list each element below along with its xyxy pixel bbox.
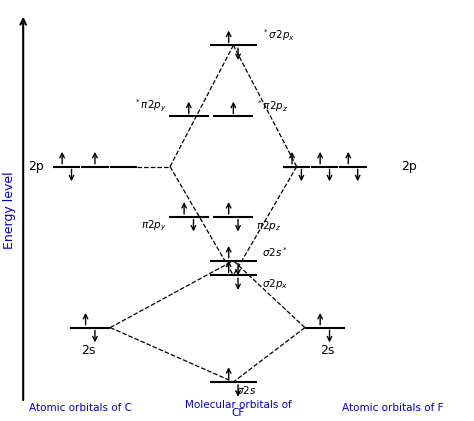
Text: Molecular orbitals of: Molecular orbitals of [185, 400, 292, 410]
Text: CF: CF [231, 408, 245, 418]
Text: Atomic orbitals of C: Atomic orbitals of C [29, 403, 132, 413]
Text: $^*\sigma2p_x$: $^*\sigma2p_x$ [262, 27, 294, 43]
Text: $\pi2p_z$: $\pi2p_z$ [255, 219, 281, 233]
Text: Energy level: Energy level [3, 172, 16, 249]
Text: $\pi2p_y$: $\pi2p_y$ [141, 219, 166, 233]
Text: Atomic orbitals of F: Atomic orbitals of F [342, 403, 444, 413]
Text: 2p: 2p [28, 160, 44, 173]
Text: 2s: 2s [81, 344, 95, 357]
Text: $\sigma2p_x$: $\sigma2p_x$ [262, 277, 288, 291]
Text: 2p: 2p [401, 160, 417, 173]
Text: $^*\pi2p_z$: $^*\pi2p_z$ [255, 99, 288, 115]
Text: $^*\pi2p_y$: $^*\pi2p_y$ [134, 98, 166, 115]
Text: $\sigma2s$: $\sigma2s$ [236, 384, 256, 396]
Text: $\sigma2s^*$: $\sigma2s^*$ [262, 245, 287, 258]
Text: 2s: 2s [320, 344, 334, 357]
